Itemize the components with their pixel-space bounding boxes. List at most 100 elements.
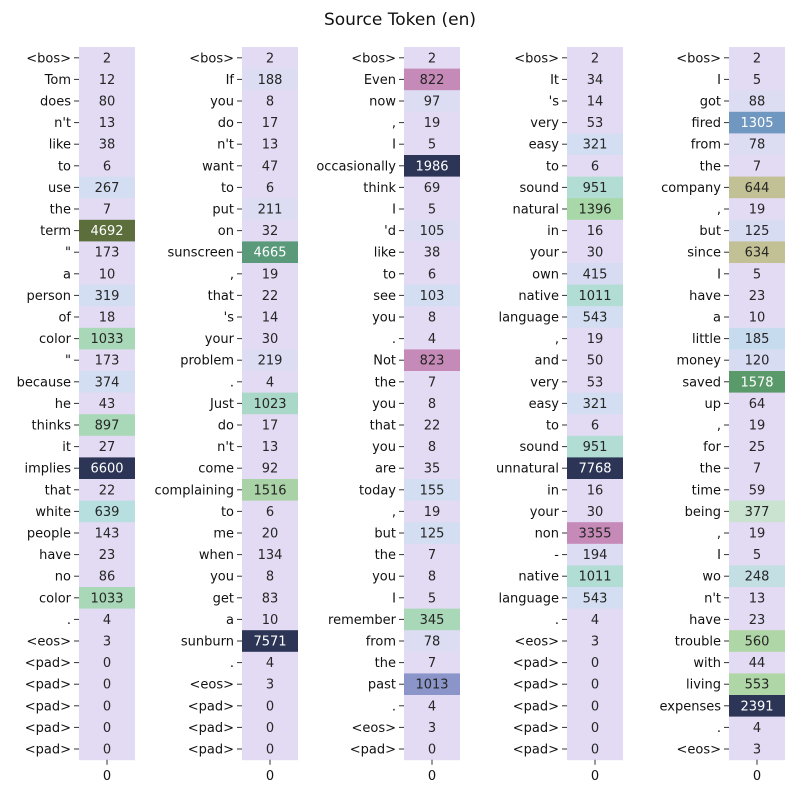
cell-value-label: 374 xyxy=(95,375,120,390)
token-tick-label: but xyxy=(374,527,396,542)
heatmap-cell xyxy=(404,587,460,609)
heatmap-cell xyxy=(567,738,623,761)
token-tick-label: the xyxy=(375,375,396,390)
token-tick-label: person xyxy=(26,289,71,304)
token-tick-label: <pad> xyxy=(513,721,559,736)
cell-value-label: 12 xyxy=(99,73,116,88)
cell-value-label: 7 xyxy=(103,203,111,218)
heatmap-cell xyxy=(567,327,623,350)
cell-value-label: 0 xyxy=(591,678,599,693)
heatmap-cell xyxy=(79,47,135,69)
token-tick-label: <pad> xyxy=(188,743,234,758)
token-tick-label: <pad> xyxy=(25,656,71,671)
cell-value-label: 53 xyxy=(587,375,604,390)
token-tick-label: . xyxy=(717,721,721,736)
cell-value-label: 6 xyxy=(428,267,436,282)
cell-value-label: 35 xyxy=(424,462,441,477)
token-tick-label: easy xyxy=(529,138,560,153)
cell-value-label: 5 xyxy=(428,203,436,218)
cell-value-label: 345 xyxy=(420,613,445,628)
cell-value-label: 22 xyxy=(262,289,279,304)
cell-value-label: 80 xyxy=(99,95,116,110)
heatmap-cell xyxy=(242,47,298,69)
cell-value-label: 5 xyxy=(753,548,761,563)
heatmap-cell xyxy=(567,176,623,199)
heatmap-cell xyxy=(729,673,785,696)
cell-value-label: 19 xyxy=(262,267,279,282)
heatmap-cell xyxy=(242,198,298,221)
token-tick-label: 'd xyxy=(384,224,396,239)
cell-value-label: 19 xyxy=(587,332,604,347)
heatmap-cell xyxy=(242,651,298,674)
cell-value-label: 188 xyxy=(258,73,283,88)
token-tick-label: <pad> xyxy=(25,743,71,758)
token-tick-label: a xyxy=(63,267,71,282)
cell-value-label: 7 xyxy=(753,462,761,477)
token-tick-label: , xyxy=(717,203,721,218)
heatmap-cell xyxy=(404,630,460,653)
heatmap-cell xyxy=(242,608,298,631)
cell-value-label: 13 xyxy=(749,591,766,606)
cell-value-label: 47 xyxy=(262,159,279,174)
token-tick-label: in xyxy=(547,224,559,239)
cell-value-label: 7 xyxy=(428,656,436,671)
heatmap-cell xyxy=(567,392,623,415)
heatmap-panel-1: 2 <bos> 12 Tom 80 does 13 n't 38 like 6 to 267 use 7 th… xyxy=(17,47,135,784)
heatmap-cell xyxy=(729,630,785,653)
heatmap-cell xyxy=(404,435,460,458)
cell-value-label: 3 xyxy=(103,635,111,650)
heatmap-cell xyxy=(404,219,460,242)
cell-value-label: 7768 xyxy=(578,462,611,477)
token-tick-label: thinks xyxy=(32,419,72,434)
token-tick-label: remember xyxy=(328,613,397,628)
heatmap-cell xyxy=(79,371,135,393)
heatmap-cell xyxy=(729,716,785,739)
cell-value-label: 173 xyxy=(95,354,120,369)
token-tick-label: got xyxy=(700,95,721,110)
token-tick-label: color xyxy=(39,591,72,606)
token-tick-label: to xyxy=(221,505,234,520)
token-tick-label: to xyxy=(58,159,71,174)
token-tick-label: native xyxy=(518,289,559,304)
cell-value-label: 321 xyxy=(583,397,608,412)
cell-value-label: 10 xyxy=(99,267,116,282)
token-tick-label: Even xyxy=(364,73,396,88)
heatmap-cell xyxy=(242,457,298,480)
heatmap-cell xyxy=(567,371,623,393)
token-tick-label: Just xyxy=(209,397,234,412)
cell-value-label: 34 xyxy=(587,73,604,88)
token-tick-label: <pad> xyxy=(513,699,559,714)
x-tick-label: 0 xyxy=(753,769,761,784)
token-tick-label: the xyxy=(375,548,396,563)
chart-title: Source Token (en) xyxy=(323,10,477,30)
token-tick-label: . xyxy=(67,613,71,628)
token-tick-label: living xyxy=(686,678,721,693)
token-tick-label: n't xyxy=(217,440,234,455)
heatmap-cell xyxy=(567,587,623,609)
heatmap-cell xyxy=(729,565,785,588)
heatmap-cell xyxy=(404,738,460,761)
token-tick-label: fired xyxy=(692,116,722,131)
cell-value-label: 4 xyxy=(266,375,274,390)
heatmap-cell xyxy=(242,349,298,372)
heatmap-cell xyxy=(242,219,298,242)
cell-value-label: 644 xyxy=(745,181,770,196)
heatmap-cell xyxy=(242,716,298,739)
token-tick-label: . xyxy=(555,613,559,628)
token-tick-label: wo xyxy=(702,570,721,585)
token-tick-label: language xyxy=(498,311,559,326)
heatmap-cell xyxy=(79,68,135,91)
cell-value-label: 18 xyxy=(99,311,116,326)
heatmap-cell xyxy=(729,695,785,717)
heatmap-cell xyxy=(79,133,135,156)
cell-value-label: 50 xyxy=(587,354,604,369)
token-tick-label: implies xyxy=(24,462,71,477)
token-tick-label: you xyxy=(372,440,396,455)
token-tick-label: have xyxy=(39,548,71,563)
cell-value-label: 17 xyxy=(262,116,279,131)
token-tick-label: , xyxy=(392,116,396,131)
token-tick-label: , xyxy=(392,505,396,520)
token-tick-label: have xyxy=(689,289,721,304)
token-tick-label: the xyxy=(700,159,721,174)
token-tick-label: easy xyxy=(529,397,560,412)
